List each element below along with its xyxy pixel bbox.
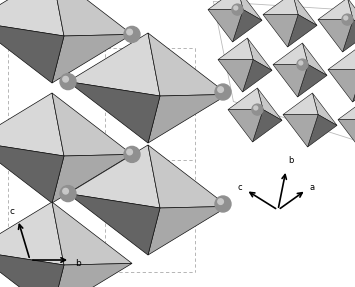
Polygon shape [0, 22, 64, 83]
Circle shape [60, 73, 76, 90]
Polygon shape [218, 60, 253, 92]
Polygon shape [338, 98, 355, 120]
Polygon shape [68, 194, 160, 255]
Polygon shape [148, 33, 228, 96]
Polygon shape [0, 251, 64, 287]
Polygon shape [148, 206, 228, 255]
Polygon shape [338, 120, 355, 152]
Circle shape [127, 29, 132, 35]
Text: c: c [10, 207, 15, 216]
Circle shape [124, 146, 140, 162]
Text: b: b [288, 156, 293, 165]
Circle shape [297, 59, 308, 70]
Polygon shape [218, 38, 253, 60]
Circle shape [63, 76, 69, 82]
Circle shape [63, 188, 69, 194]
Polygon shape [228, 110, 263, 142]
Polygon shape [328, 48, 355, 70]
Polygon shape [0, 93, 64, 156]
Polygon shape [52, 154, 132, 203]
Text: a: a [310, 183, 315, 193]
Polygon shape [52, 93, 132, 156]
Polygon shape [343, 20, 355, 52]
Polygon shape [52, 263, 132, 287]
Polygon shape [257, 88, 282, 121]
Polygon shape [208, 9, 243, 42]
Polygon shape [318, 0, 353, 20]
Polygon shape [288, 15, 317, 47]
Polygon shape [293, 0, 317, 26]
Circle shape [232, 4, 243, 15]
Polygon shape [273, 65, 308, 97]
Circle shape [252, 104, 263, 115]
Polygon shape [252, 110, 282, 142]
Circle shape [234, 6, 238, 10]
Circle shape [218, 87, 223, 92]
Polygon shape [283, 115, 318, 147]
Polygon shape [247, 38, 272, 70]
Circle shape [60, 186, 76, 201]
Polygon shape [52, 34, 132, 83]
Circle shape [124, 26, 140, 42]
Polygon shape [148, 94, 228, 143]
Polygon shape [263, 15, 298, 47]
Polygon shape [68, 33, 160, 96]
Polygon shape [0, 0, 64, 36]
Polygon shape [52, 202, 132, 265]
Polygon shape [302, 43, 327, 75]
Polygon shape [318, 20, 353, 52]
Polygon shape [242, 60, 272, 92]
Circle shape [215, 84, 231, 100]
Polygon shape [52, 0, 132, 36]
Polygon shape [297, 65, 327, 97]
Polygon shape [237, 0, 262, 20]
Polygon shape [353, 70, 355, 102]
Polygon shape [228, 88, 263, 110]
Polygon shape [233, 9, 262, 42]
Text: b: b [75, 259, 81, 267]
Text: c: c [237, 183, 242, 193]
Polygon shape [263, 0, 298, 15]
Circle shape [254, 106, 258, 110]
Circle shape [218, 199, 223, 204]
Polygon shape [0, 202, 64, 265]
Polygon shape [148, 145, 228, 208]
Circle shape [215, 196, 231, 212]
Circle shape [342, 14, 353, 25]
Polygon shape [0, 141, 64, 203]
Polygon shape [208, 0, 243, 9]
Polygon shape [273, 43, 308, 65]
Polygon shape [328, 70, 355, 102]
Polygon shape [68, 82, 160, 143]
Polygon shape [283, 93, 318, 115]
Polygon shape [307, 115, 337, 147]
Circle shape [299, 61, 303, 65]
Circle shape [127, 149, 132, 155]
Polygon shape [68, 145, 160, 208]
Polygon shape [348, 0, 355, 30]
Polygon shape [312, 93, 337, 125]
Circle shape [344, 16, 348, 20]
